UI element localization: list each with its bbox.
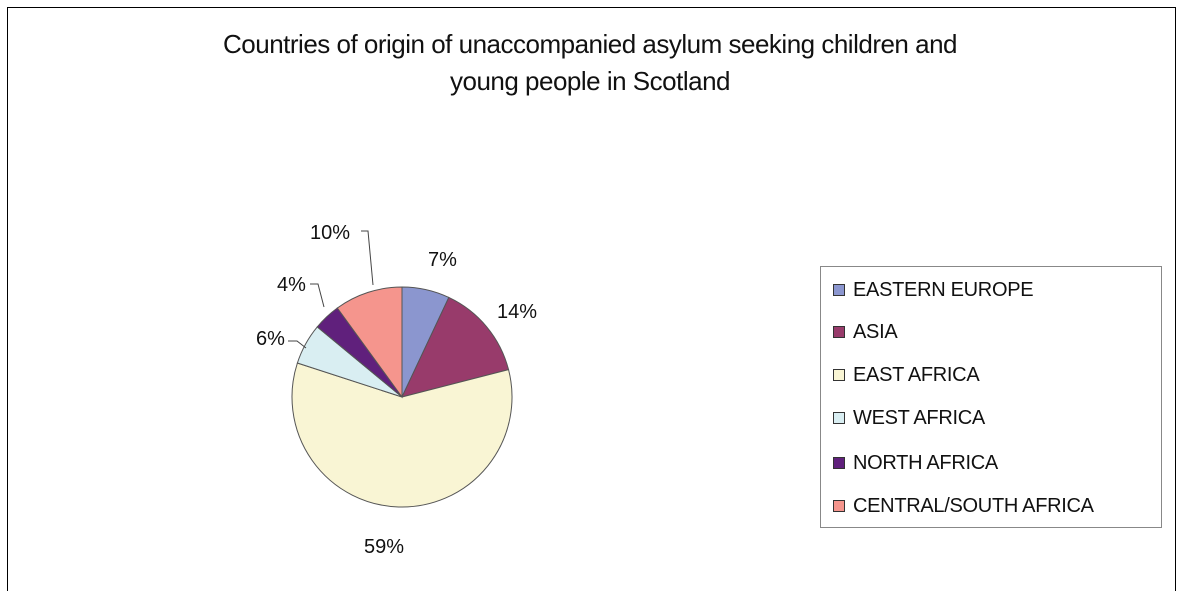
legend-swatch-asia <box>833 326 845 338</box>
legend-item-asia: ASIA <box>833 317 898 347</box>
legend-item-eastern-europe: EASTERN EUROPE <box>833 275 1034 305</box>
legend-item-north-africa: NORTH AFRICA <box>833 448 998 478</box>
legend-label-west-africa: WEST AFRICA <box>853 406 985 429</box>
legend-item-west-africa: WEST AFRICA <box>833 403 985 433</box>
chart-legend: EASTERN EUROPE ASIA EAST AFRICA WEST AFR… <box>820 266 1162 528</box>
legend-swatch-north-africa <box>833 457 845 469</box>
legend-swatch-west-africa <box>833 412 845 424</box>
chart-frame <box>7 7 1176 591</box>
legend-label-north-africa: NORTH AFRICA <box>853 451 998 474</box>
data-label-east-africa: 59% <box>364 536 404 558</box>
pie-slice-east-africa <box>291 362 513 508</box>
legend-swatch-eastern-europe <box>833 284 845 296</box>
data-label-west-africa: 6% <box>256 328 285 350</box>
chart-title-line-1: Countries of origin of unaccompanied asy… <box>223 29 958 59</box>
chart-title: Countries of origin of unaccompanied asy… <box>140 26 1040 100</box>
legend-label-central-south-africa: CENTRAL/SOUTH AFRICA <box>853 494 1094 517</box>
legend-item-east-africa: EAST AFRICA <box>833 360 980 390</box>
legend-label-eastern-europe: EASTERN EUROPE <box>853 278 1034 301</box>
chart-title-line-2: young people in Scotland <box>449 66 731 96</box>
legend-label-east-africa: EAST AFRICA <box>853 363 980 386</box>
data-label-north-africa: 4% <box>277 274 306 296</box>
legend-item-central-south-africa: CENTRAL/SOUTH AFRICA <box>833 491 1094 521</box>
leader-line-west-africa <box>288 340 307 349</box>
pie-slice-central-south-africa <box>336 286 403 399</box>
leader-line-north-africa <box>310 283 325 308</box>
data-label-eastern-europe: 7% <box>428 249 457 271</box>
legend-label-asia: ASIA <box>853 320 898 343</box>
legend-swatch-central-south-africa <box>833 500 845 512</box>
legend-swatch-east-africa <box>833 369 845 381</box>
leader-line-central-south-africa <box>361 230 374 286</box>
data-label-asia: 14% <box>497 301 537 323</box>
pie-slice-asia <box>401 296 510 398</box>
data-label-central-south-africa: 10% <box>310 222 350 244</box>
